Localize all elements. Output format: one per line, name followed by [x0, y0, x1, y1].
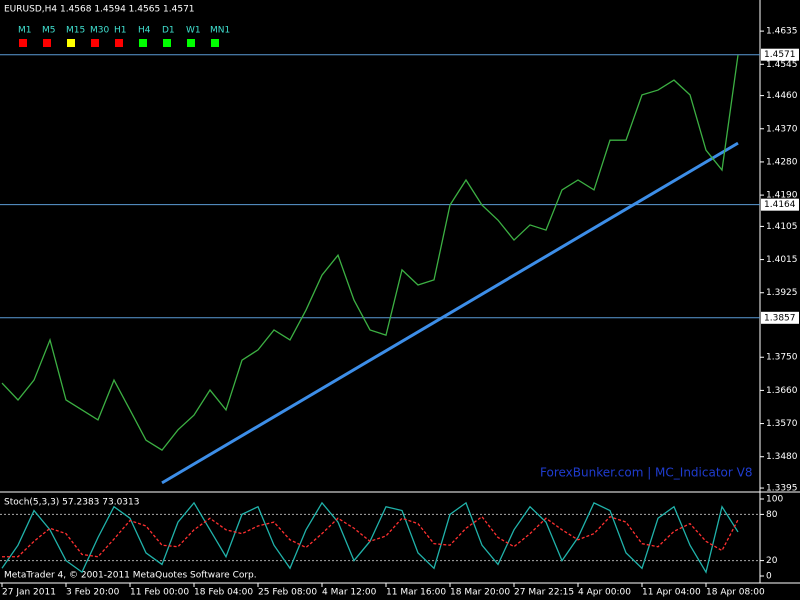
x-tick-label: 4 Mar 12:00 [322, 588, 377, 598]
y-tick-label: 1.4280 [766, 157, 798, 167]
y-tick-label: 1.4105 [766, 222, 798, 232]
x-tick-label: 11 Mar 16:00 [386, 588, 446, 598]
timeframe-status [115, 39, 123, 47]
y-tick-label: 1.3925 [766, 288, 798, 298]
timeframe-status [187, 39, 195, 47]
series-line [2, 515, 739, 558]
price-label: 1.4164 [764, 200, 796, 210]
y-tick-label: 1.3660 [766, 386, 798, 396]
footer: MetaTrader 4, © 2001-2011 MetaQuotes Sof… [4, 571, 257, 581]
y-tick-label: 20 [766, 556, 778, 566]
timeframe-label: D1 [162, 26, 175, 36]
y-tick-label: 80 [766, 510, 778, 520]
price-label: 1.4571 [764, 50, 796, 60]
x-tick-label: 27 Jan 2011 [2, 588, 56, 598]
timeframe-label: M1 [18, 26, 32, 36]
x-tick-label: 27 Mar 22:15 [514, 588, 574, 598]
timeframe-label: M15 [66, 26, 85, 36]
x-tick-label: 18 Mar 20:00 [450, 588, 510, 598]
timeframe-status [211, 39, 219, 47]
y-tick-label: 1.3750 [766, 353, 798, 363]
y-tick-label: 1.4635 [766, 27, 798, 37]
stoch-header: Stoch(5,3,3) 57.2383 73.0313 [4, 498, 139, 508]
y-tick-label: 1.3480 [766, 452, 798, 462]
y-tick-label: 1.4190 [766, 191, 798, 201]
watermark: ForexBunker.com | MC_Indicator V8 [540, 466, 752, 480]
timeframe-label: M30 [90, 26, 109, 36]
timeframe-label: H4 [138, 26, 151, 36]
price-label-box [761, 311, 799, 324]
timeframe-label: MN1 [210, 26, 230, 36]
y-tick-label: 1.3570 [766, 419, 798, 429]
timeframe-label: H1 [114, 26, 127, 36]
trendline [161, 141, 739, 485]
x-tick-label: 11 Feb 00:00 [130, 588, 189, 598]
timeframe-status [91, 39, 99, 47]
timeframe-status [163, 39, 171, 47]
y-tick-label: 1.4460 [766, 91, 798, 101]
y-tick-label: 1.4370 [766, 124, 798, 134]
y-tick-label: 0 [766, 571, 772, 581]
y-tick-label: 100 [766, 495, 783, 505]
y-tick-label: 1.3395 [766, 484, 798, 494]
x-tick-label: 18 Apr 08:00 [706, 588, 765, 598]
price-label-box [761, 198, 799, 211]
y-tick-label: 1.4015 [766, 255, 798, 265]
timeframe-status [67, 39, 75, 47]
price-label: 1.3857 [764, 313, 796, 323]
timeframe-label: W1 [186, 26, 201, 36]
timeframe-status [139, 39, 147, 47]
symbol-header: EURUSD,H4 1.4568 1.4594 1.4565 1.4571 [4, 5, 195, 15]
x-tick-label: 25 Feb 08:00 [258, 588, 317, 598]
timeframe-label: M5 [42, 26, 56, 36]
y-tick-label: 1.4545 [766, 60, 798, 70]
timeframe-status [43, 39, 51, 47]
x-tick-label: 4 Apr 00:00 [578, 588, 631, 598]
price-label-box [761, 48, 799, 61]
series-line [1, 54, 739, 451]
x-tick-label: 11 Apr 04:00 [642, 588, 701, 598]
x-tick-label: 18 Feb 04:00 [194, 588, 253, 598]
x-tick-label: 3 Feb 20:00 [66, 588, 120, 598]
timeframe-status [19, 39, 27, 47]
